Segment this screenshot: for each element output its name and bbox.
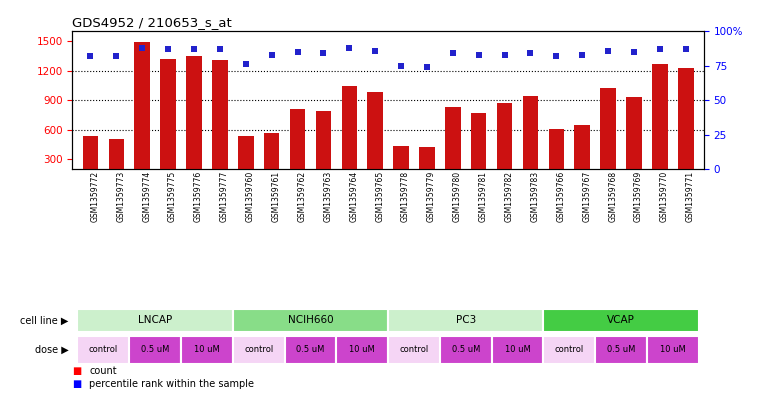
Text: 0.5 uM: 0.5 uM: [296, 345, 325, 354]
Point: [524, 50, 537, 57]
Text: dose ▶: dose ▶: [35, 345, 68, 355]
Text: 0.5 uM: 0.5 uM: [451, 345, 480, 354]
Bar: [626, 97, 642, 189]
Bar: [419, 147, 435, 189]
Bar: [393, 146, 409, 189]
Text: GSM1359767: GSM1359767: [582, 171, 591, 222]
Text: GSM1359772: GSM1359772: [91, 171, 100, 222]
Text: GSM1359783: GSM1359783: [530, 171, 540, 222]
Text: GDS4952 / 210653_s_at: GDS4952 / 210653_s_at: [72, 16, 232, 29]
Point: [162, 46, 174, 52]
Bar: [678, 68, 693, 189]
Text: GSM1359766: GSM1359766: [556, 171, 565, 222]
Bar: [238, 136, 253, 189]
Point: [628, 49, 640, 55]
Point: [654, 46, 666, 52]
Text: 10 uM: 10 uM: [349, 345, 375, 354]
Point: [473, 51, 485, 58]
Point: [214, 46, 226, 52]
Point: [576, 51, 588, 58]
Bar: [497, 103, 512, 189]
Bar: [212, 60, 228, 189]
Bar: [575, 125, 590, 189]
Bar: [368, 92, 383, 189]
Text: GSM1359762: GSM1359762: [298, 171, 307, 222]
Bar: [471, 113, 486, 189]
Bar: [652, 64, 667, 189]
Text: 10 uM: 10 uM: [505, 345, 530, 354]
Text: ■: ■: [72, 366, 81, 376]
Text: count: count: [89, 366, 116, 376]
Point: [550, 53, 562, 59]
Point: [395, 62, 407, 69]
Bar: [83, 136, 98, 189]
Point: [498, 51, 511, 58]
Text: control: control: [89, 345, 118, 354]
Text: percentile rank within the sample: percentile rank within the sample: [89, 379, 254, 389]
Text: GSM1359771: GSM1359771: [686, 171, 695, 222]
Point: [447, 50, 459, 57]
Text: cell line ▶: cell line ▶: [20, 315, 68, 325]
Text: GSM1359765: GSM1359765: [375, 171, 384, 222]
Point: [602, 48, 614, 54]
Text: ■: ■: [72, 379, 81, 389]
Bar: [161, 59, 176, 189]
Bar: [342, 86, 357, 189]
Bar: [600, 88, 616, 189]
Text: GSM1359777: GSM1359777: [220, 171, 229, 222]
Text: GSM1359761: GSM1359761: [272, 171, 281, 222]
Text: GSM1359781: GSM1359781: [479, 171, 488, 222]
Bar: [445, 107, 460, 189]
Text: GSM1359764: GSM1359764: [349, 171, 358, 222]
Text: 10 uM: 10 uM: [660, 345, 686, 354]
Text: 10 uM: 10 uM: [194, 345, 220, 354]
Bar: [109, 138, 124, 189]
Text: GSM1359769: GSM1359769: [634, 171, 643, 222]
Bar: [264, 132, 279, 189]
Bar: [290, 109, 305, 189]
Point: [369, 48, 381, 54]
Text: GSM1359780: GSM1359780: [453, 171, 462, 222]
Text: GSM1359773: GSM1359773: [116, 171, 126, 222]
Point: [421, 64, 433, 70]
Text: PC3: PC3: [456, 315, 476, 325]
Text: GSM1359775: GSM1359775: [168, 171, 177, 222]
Text: GSM1359782: GSM1359782: [505, 171, 514, 222]
Text: GSM1359776: GSM1359776: [194, 171, 203, 222]
Bar: [316, 111, 331, 189]
Point: [240, 61, 252, 68]
Point: [266, 51, 278, 58]
Bar: [186, 56, 202, 189]
Point: [680, 46, 692, 52]
Text: GSM1359779: GSM1359779: [427, 171, 436, 222]
Text: VCAP: VCAP: [607, 315, 635, 325]
Text: GSM1359763: GSM1359763: [323, 171, 333, 222]
Text: GSM1359760: GSM1359760: [246, 171, 255, 222]
Point: [136, 45, 148, 51]
Text: GSM1359770: GSM1359770: [660, 171, 669, 222]
Point: [317, 50, 330, 57]
Text: 0.5 uM: 0.5 uM: [607, 345, 635, 354]
Text: GSM1359768: GSM1359768: [608, 171, 617, 222]
Bar: [523, 96, 538, 189]
Text: NCIH660: NCIH660: [288, 315, 333, 325]
Point: [188, 46, 200, 52]
Text: control: control: [555, 345, 584, 354]
Point: [343, 45, 355, 51]
Bar: [549, 129, 564, 189]
Text: 0.5 uM: 0.5 uM: [141, 345, 169, 354]
Point: [291, 49, 304, 55]
Text: LNCAP: LNCAP: [138, 315, 172, 325]
Point: [110, 53, 123, 59]
Point: [84, 53, 97, 59]
Bar: [135, 42, 150, 189]
Text: GSM1359774: GSM1359774: [142, 171, 151, 222]
Text: GSM1359778: GSM1359778: [401, 171, 410, 222]
Text: control: control: [244, 345, 273, 354]
Text: control: control: [400, 345, 428, 354]
